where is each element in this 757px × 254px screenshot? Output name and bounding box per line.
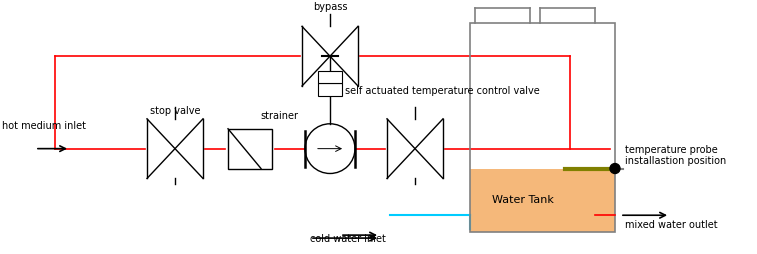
Circle shape: [305, 124, 355, 173]
Text: hot medium inlet: hot medium inlet: [2, 121, 86, 131]
Text: mixed water outlet: mixed water outlet: [625, 220, 718, 230]
Bar: [318, 83, 342, 96]
Text: cold water inlet: cold water inlet: [310, 234, 386, 244]
Text: self actuated temperature control valve: self actuated temperature control valve: [345, 86, 540, 96]
Text: stop valve: stop valve: [150, 106, 201, 116]
Circle shape: [610, 164, 620, 173]
Bar: [470, 168, 615, 232]
Text: bypass: bypass: [313, 3, 347, 12]
Bar: [318, 71, 342, 83]
Text: Water Tank: Water Tank: [491, 195, 553, 205]
Bar: [470, 23, 615, 232]
Text: temperature probe
installastion position: temperature probe installastion position: [625, 145, 726, 166]
Bar: [228, 129, 272, 168]
Text: strainer: strainer: [260, 111, 298, 121]
